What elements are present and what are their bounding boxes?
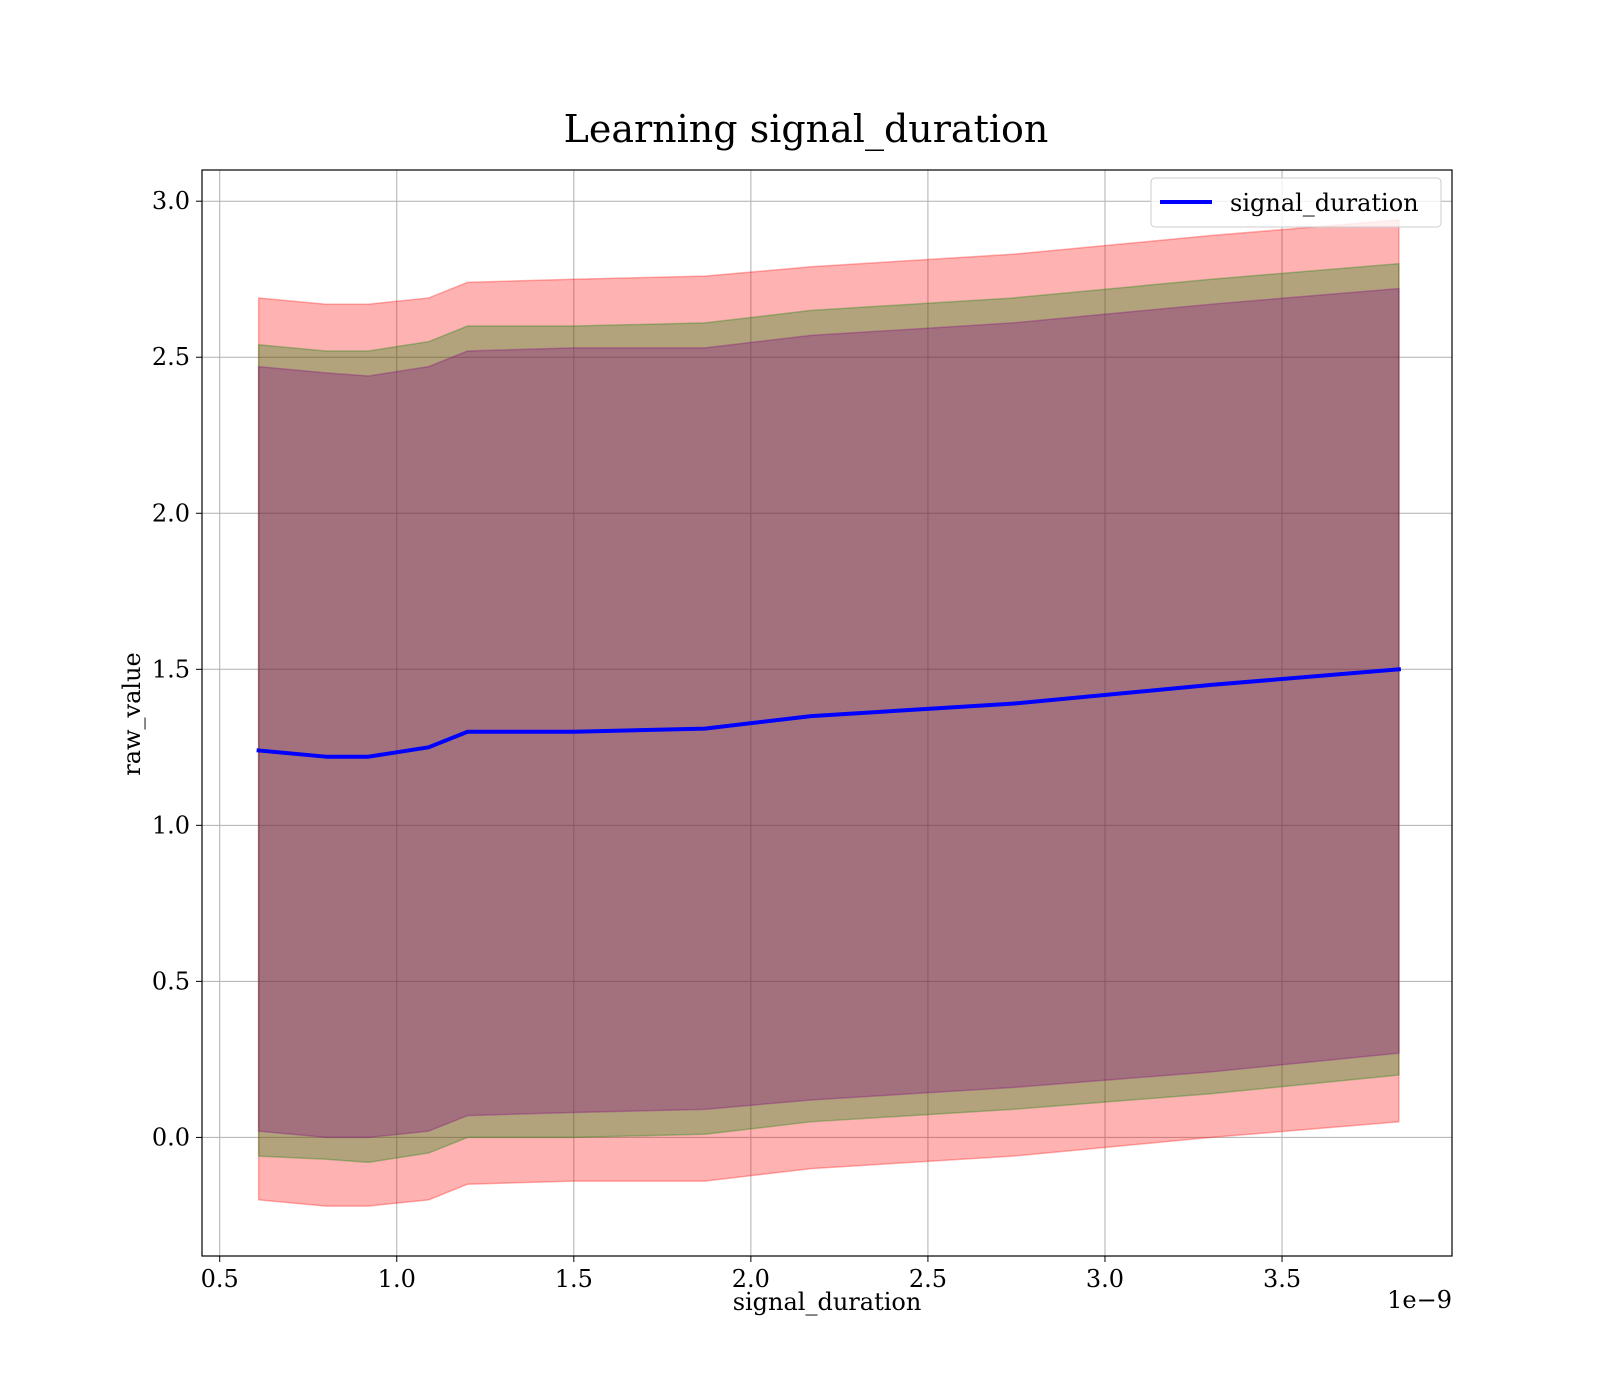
y-ticks: 0.0 0.5 1.0 1.5 2.0 2.5 3.0 [152,187,202,1151]
x-tick-label: 0.5 [201,1265,239,1293]
legend-box [1150,177,1442,228]
y-tick-label: 0.0 [152,1123,190,1151]
y-axis-label: raw_value [118,652,146,776]
series-line [256,667,1402,759]
x-axis-label: signal_duration [733,1288,922,1316]
y-tick-label: 1.0 [152,811,190,839]
x-tick-label: 2.0 [732,1265,770,1293]
x-axis-offset-text: 1e−9 [1387,1286,1452,1314]
confidence-band [257,219,1400,1207]
x-ticks: 0.5 1.0 1.5 2.0 2.5 3.0 3.5 [201,1256,1301,1293]
y-tick-label: 2.0 [152,499,190,527]
plot-frame [201,169,1453,1257]
confidence-band [257,262,1400,1164]
legend-label: signal_duration [1230,189,1419,217]
x-tick-label: 3.5 [1263,1265,1301,1293]
x-tick-label: 3.0 [1086,1265,1124,1293]
legend: signal_duration [1150,177,1442,228]
confidence-band [257,287,1400,1139]
x-tick-label: 2.5 [909,1265,947,1293]
y-tick-label: 3.0 [152,187,190,215]
x-tick-label: 1.0 [378,1265,416,1293]
y-tick-label: 1.5 [152,655,190,683]
y-tick-label: 2.5 [152,343,190,371]
confidence-bands [257,219,1400,1207]
series-lines [256,667,1402,759]
x-tick-label: 1.5 [555,1265,593,1293]
chart-title: Learning signal_duration [564,107,1049,152]
y-tick-label: 0.5 [152,967,190,995]
